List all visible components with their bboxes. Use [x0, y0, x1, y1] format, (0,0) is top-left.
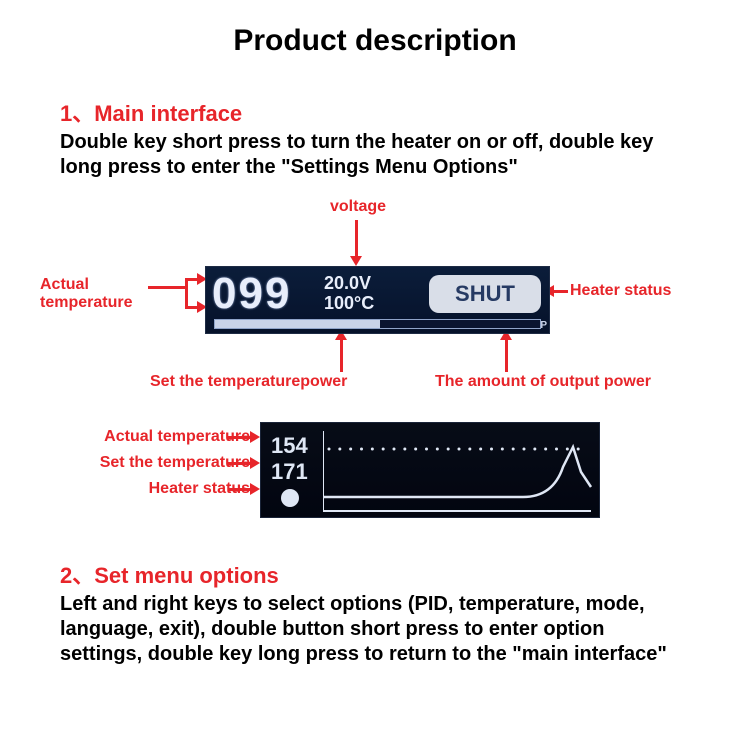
- section-2: 2、Set menu options Left and right keys t…: [0, 558, 750, 667]
- lcd2-actual-temp: 154: [271, 433, 308, 459]
- arrowhead-voltage: [350, 256, 362, 266]
- lcd2-set-temp: 171: [271, 459, 308, 485]
- lcd-status: SHUT: [429, 275, 541, 313]
- arrow-output-power: [505, 336, 508, 372]
- callout-actual-temp-text-line2: temperature: [40, 294, 132, 311]
- page-title: Product description: [0, 0, 750, 68]
- section-2-heading: 2、Set menu options: [60, 558, 690, 590]
- lcd-main: 099 20.0V 100°C SHUT P: [205, 266, 550, 334]
- diagram-main-interface: voltage Actual temperature Heater status…: [0, 198, 750, 408]
- lcd2-dotted-line: [328, 448, 580, 451]
- lcd-power-bar-fill: [215, 320, 380, 328]
- section-1-body: Double key short press to turn the heate…: [60, 130, 690, 180]
- section-1: 1、Main interface Double key short press …: [0, 96, 750, 180]
- callout-d2-set: Set the temperature: [30, 454, 250, 472]
- callout-d2-actual: Actual temperature: [30, 428, 250, 446]
- arrow-actual-temp-stem: [148, 286, 188, 289]
- arrow-actual-temp-branch: [185, 278, 188, 308]
- section-2-body: Left and right keys to select options (P…: [60, 592, 690, 667]
- section-1-heading: 1、Main interface: [60, 96, 690, 128]
- callout-d2-heater: Heater status: [30, 480, 250, 498]
- callout-output-power: The amount of output power: [435, 373, 651, 391]
- arrowhead-d2-set: [250, 457, 260, 469]
- diagram-graph: Actual temperature Set the temperature H…: [0, 410, 750, 530]
- callout-voltage: voltage: [330, 198, 386, 216]
- arrowhead-d2-actual: [250, 431, 260, 443]
- arrow-set-temp: [340, 336, 343, 372]
- lcd-voltage: 20.0V: [324, 273, 371, 294]
- callout-actual-temp-text-line1: Actual: [40, 276, 89, 293]
- lcd2-heater-indicator: [281, 489, 299, 507]
- lcd-set-temp: 100°C: [324, 293, 374, 314]
- callout-set-temp-power: Set the temperaturepower: [150, 373, 347, 391]
- callout-heater-status: Heater status: [570, 282, 671, 300]
- lcd-p-label: P: [540, 320, 547, 331]
- lcd-actual-temp: 099: [212, 269, 291, 319]
- callout-actual-temp: Actual temperature: [40, 276, 132, 311]
- lcd2-curve: [323, 447, 591, 497]
- arrowhead-d2-heater: [250, 483, 260, 495]
- lcd2-graph: [323, 427, 595, 515]
- arrow-voltage: [355, 220, 358, 260]
- lcd-graph: 154 171: [260, 422, 600, 518]
